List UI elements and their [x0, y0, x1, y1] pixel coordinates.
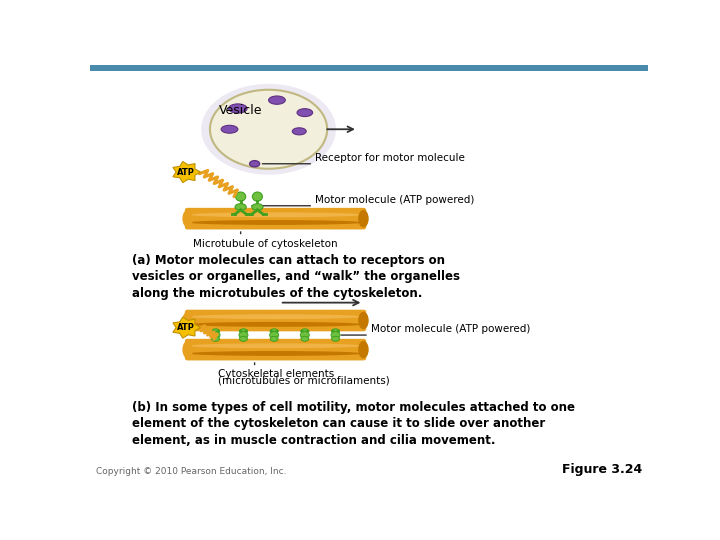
Ellipse shape: [188, 343, 364, 348]
Ellipse shape: [270, 329, 278, 334]
Ellipse shape: [252, 204, 263, 210]
Ellipse shape: [235, 192, 246, 201]
Text: Copyright © 2010 Pearson Education, Inc.: Copyright © 2010 Pearson Education, Inc.: [96, 467, 286, 476]
Text: Motor molecule (ATP powered): Motor molecule (ATP powered): [371, 324, 530, 334]
Ellipse shape: [211, 332, 220, 339]
Ellipse shape: [292, 128, 306, 135]
Ellipse shape: [358, 312, 369, 329]
Bar: [90, 65, 648, 71]
Text: Figure 3.24: Figure 3.24: [562, 463, 642, 476]
Ellipse shape: [210, 90, 327, 168]
Ellipse shape: [332, 329, 339, 334]
Ellipse shape: [188, 314, 364, 319]
Text: (a) Motor molecules can attach to receptors on
vesicles or organelles, and “walk: (a) Motor molecules can attach to recept…: [132, 254, 460, 300]
Ellipse shape: [358, 341, 369, 359]
Ellipse shape: [358, 210, 369, 227]
Ellipse shape: [270, 336, 278, 341]
Ellipse shape: [235, 204, 246, 210]
Ellipse shape: [239, 332, 248, 339]
Ellipse shape: [331, 332, 340, 339]
Polygon shape: [173, 161, 200, 183]
FancyBboxPatch shape: [185, 310, 366, 332]
Ellipse shape: [240, 336, 248, 341]
Text: (microtubules or microfilaments): (microtubules or microfilaments): [218, 376, 390, 386]
Polygon shape: [173, 317, 200, 338]
Ellipse shape: [212, 329, 220, 334]
Ellipse shape: [182, 312, 193, 329]
Ellipse shape: [212, 336, 220, 341]
FancyBboxPatch shape: [185, 339, 366, 360]
Ellipse shape: [182, 341, 193, 359]
Ellipse shape: [229, 104, 247, 113]
Ellipse shape: [188, 351, 364, 356]
Ellipse shape: [250, 160, 260, 167]
Ellipse shape: [301, 336, 309, 341]
Ellipse shape: [300, 332, 310, 339]
Ellipse shape: [182, 210, 193, 227]
Ellipse shape: [240, 329, 248, 334]
Ellipse shape: [221, 125, 238, 133]
Text: (b) In some types of cell motility, motor molecules attached to one
element of t: (b) In some types of cell motility, moto…: [132, 401, 575, 447]
Ellipse shape: [188, 220, 364, 225]
Text: ATP: ATP: [177, 167, 195, 177]
Ellipse shape: [332, 336, 339, 341]
Text: Receptor for motor molecule: Receptor for motor molecule: [315, 153, 464, 163]
Text: Microtubule of cytoskeleton: Microtubule of cytoskeleton: [193, 239, 338, 249]
Text: ATP: ATP: [177, 323, 195, 332]
Ellipse shape: [188, 322, 364, 327]
Ellipse shape: [270, 332, 279, 339]
Ellipse shape: [253, 192, 262, 201]
Ellipse shape: [188, 212, 364, 217]
Text: Cytoskeletal elements: Cytoskeletal elements: [218, 369, 335, 379]
Ellipse shape: [201, 84, 336, 174]
FancyBboxPatch shape: [185, 208, 366, 230]
Ellipse shape: [301, 329, 309, 334]
Text: Vesicle: Vesicle: [219, 104, 262, 117]
Text: Motor molecule (ATP powered): Motor molecule (ATP powered): [315, 195, 474, 205]
Ellipse shape: [269, 96, 285, 104]
Ellipse shape: [297, 109, 312, 117]
